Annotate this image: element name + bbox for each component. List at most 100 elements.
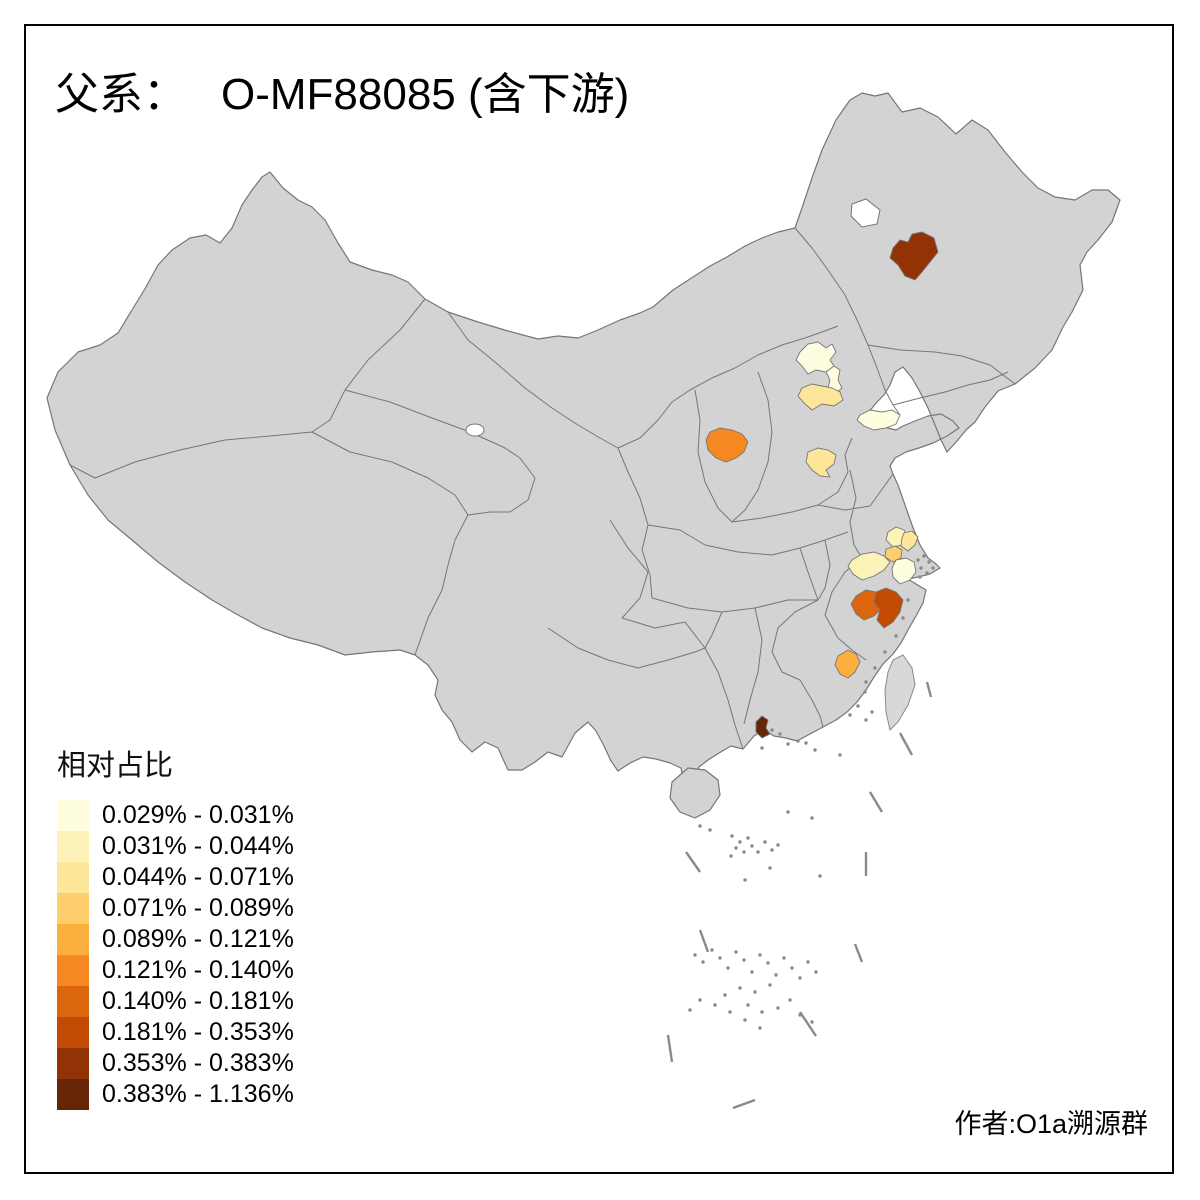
island-dot [788, 998, 792, 1002]
island-dot [746, 1003, 750, 1007]
island-dot [713, 1003, 717, 1007]
island-dot [728, 1010, 732, 1014]
legend-label-8: 0.181% - 0.353% [102, 1018, 294, 1046]
choropleth-regions [705, 231, 939, 739]
island-dot [698, 998, 702, 1002]
legend-row-4: 0.071% - 0.089% [57, 893, 294, 924]
island-dot [701, 960, 705, 964]
region-jiaxing [891, 557, 917, 585]
island-dot [813, 748, 817, 752]
region-baoding [797, 383, 844, 411]
legend-label-3: 0.044% - 0.071% [102, 863, 294, 891]
title-main: O-MF88085 (含下游) [221, 70, 630, 119]
legend-row-7: 0.140% - 0.181% [57, 986, 294, 1017]
legend-swatch-6 [57, 955, 89, 986]
legend-row-9: 0.353% - 0.383% [57, 1048, 294, 1079]
island-dot [798, 976, 802, 980]
island-dot [922, 554, 926, 558]
island-dot [742, 850, 746, 854]
legend-swatch-2 [57, 831, 89, 862]
island-dot [763, 840, 767, 844]
legend-row-6: 0.121% - 0.140% [57, 955, 294, 986]
island-dot [718, 956, 722, 960]
island-dot [766, 961, 770, 965]
island-dot [778, 732, 782, 736]
island-dot [750, 844, 754, 848]
island-dot [894, 634, 898, 638]
island-dot [786, 810, 790, 814]
legend: 相对占比 0.029% - 0.031% 0.031% - 0.044% 0.044… [57, 742, 294, 1110]
island-dot [770, 728, 774, 732]
island-dot [774, 973, 778, 977]
island-dot [768, 866, 772, 870]
island-dot [790, 966, 794, 970]
island-dot [738, 840, 742, 844]
island-dot [776, 1006, 780, 1010]
island-dot [916, 558, 920, 562]
region-taizhou-zj [873, 587, 904, 629]
island-dot [730, 834, 734, 838]
island-dot [768, 983, 772, 987]
legend-label-6: 0.121% - 0.140% [102, 956, 294, 984]
island-dot [726, 966, 730, 970]
legend-label-10: 0.383% - 1.136% [102, 1080, 294, 1108]
island-dot [756, 850, 760, 854]
island-dot [698, 824, 702, 828]
title-prefix: 父系： [55, 70, 187, 119]
region-langfang [825, 365, 843, 395]
island-dot [693, 953, 697, 957]
island-dot [804, 741, 808, 745]
attribution: 作者:O1a溯源群 [954, 1109, 1148, 1139]
nine-dash-segment [799, 1011, 817, 1037]
legend-row-10: 0.383% - 1.136% [57, 1079, 294, 1110]
island-dot [870, 710, 874, 714]
sea-islands-and-dashes [666, 554, 935, 1110]
nine-dash-segment [666, 1034, 674, 1063]
legend-label-2: 0.031% - 0.044% [102, 832, 294, 860]
island-dot [734, 846, 738, 850]
nine-dash-segment [925, 681, 933, 698]
island-dot [931, 566, 935, 570]
island-dot [729, 854, 733, 858]
island-dot [918, 575, 922, 579]
island-dot [814, 970, 818, 974]
region-chaoshan [755, 715, 771, 739]
island-dot [738, 986, 742, 990]
island-dot [688, 1008, 692, 1012]
island-dot [810, 1020, 814, 1024]
island-dot [848, 713, 852, 717]
nine-dash-segment [685, 851, 701, 873]
region-shandong-coast [856, 409, 901, 431]
hainan-island [669, 767, 721, 819]
island-dot [818, 874, 822, 878]
province-borders [69, 227, 1016, 750]
island-dot [927, 560, 931, 564]
island-dot [770, 848, 774, 852]
legend-swatch-1 [57, 800, 89, 831]
island-dot [746, 836, 750, 840]
legend-swatch-4 [57, 893, 89, 924]
island-dot [760, 1010, 764, 1014]
legend-row-2: 0.031% - 0.044% [57, 831, 294, 862]
taiwan-island [884, 654, 916, 731]
island-dot [796, 739, 800, 743]
nine-dash-segment [853, 943, 864, 963]
island-dot [919, 566, 923, 570]
island-dot [782, 956, 786, 960]
island-dot [838, 753, 842, 757]
region-beijing [795, 341, 837, 375]
qinghai-lake [465, 423, 485, 437]
legend-row-3: 0.044% - 0.071% [57, 862, 294, 893]
island-dot [856, 704, 860, 708]
nine-dash-segment [898, 732, 914, 756]
island-dot [925, 571, 929, 575]
region-nantong [900, 530, 919, 552]
island-dot [810, 816, 814, 820]
island-dot [864, 718, 868, 722]
region-huzhou [847, 551, 891, 581]
legend-label-1: 0.029% - 0.031% [102, 801, 294, 829]
island-dot [734, 950, 738, 954]
legend-swatch-9 [57, 1048, 89, 1079]
legend-swatch-7 [57, 986, 89, 1017]
